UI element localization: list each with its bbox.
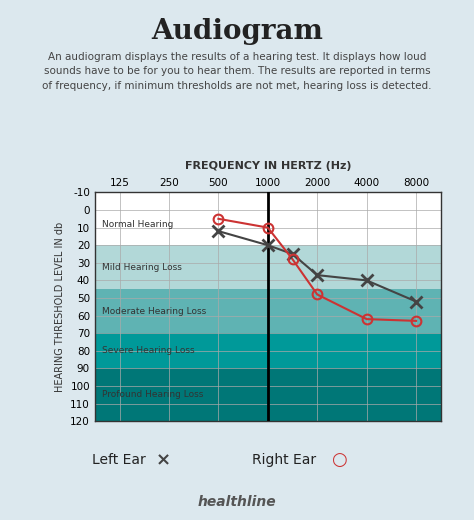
Bar	[95, 245, 441, 289]
Text: Normal Hearing: Normal Hearing	[102, 219, 173, 229]
Bar	[95, 333, 441, 368]
Bar	[95, 368, 441, 421]
Text: Mild Hearing Loss: Mild Hearing Loss	[102, 263, 182, 271]
Text: ×: ×	[156, 451, 171, 469]
X-axis label: FREQUENCY IN HERTZ (Hz): FREQUENCY IN HERTZ (Hz)	[184, 161, 351, 171]
Text: healthline: healthline	[198, 495, 276, 509]
Bar	[95, 289, 441, 333]
Text: Moderate Hearing Loss: Moderate Hearing Loss	[102, 307, 206, 316]
Text: Severe Hearing Loss: Severe Hearing Loss	[102, 346, 194, 355]
Text: Right Ear: Right Ear	[252, 453, 317, 467]
Bar	[95, 192, 441, 245]
Text: Audiogram: Audiogram	[151, 18, 323, 45]
Y-axis label: HEARING THRESHOLD LEVEL IN db: HEARING THRESHOLD LEVEL IN db	[55, 222, 64, 392]
Text: Profound Hearing Loss: Profound Hearing Loss	[102, 391, 203, 399]
Text: An audiogram displays the results of a hearing test. It displays how loud
sounds: An audiogram displays the results of a h…	[42, 52, 432, 91]
Text: Left Ear: Left Ear	[91, 453, 146, 467]
Text: ○: ○	[331, 451, 347, 469]
